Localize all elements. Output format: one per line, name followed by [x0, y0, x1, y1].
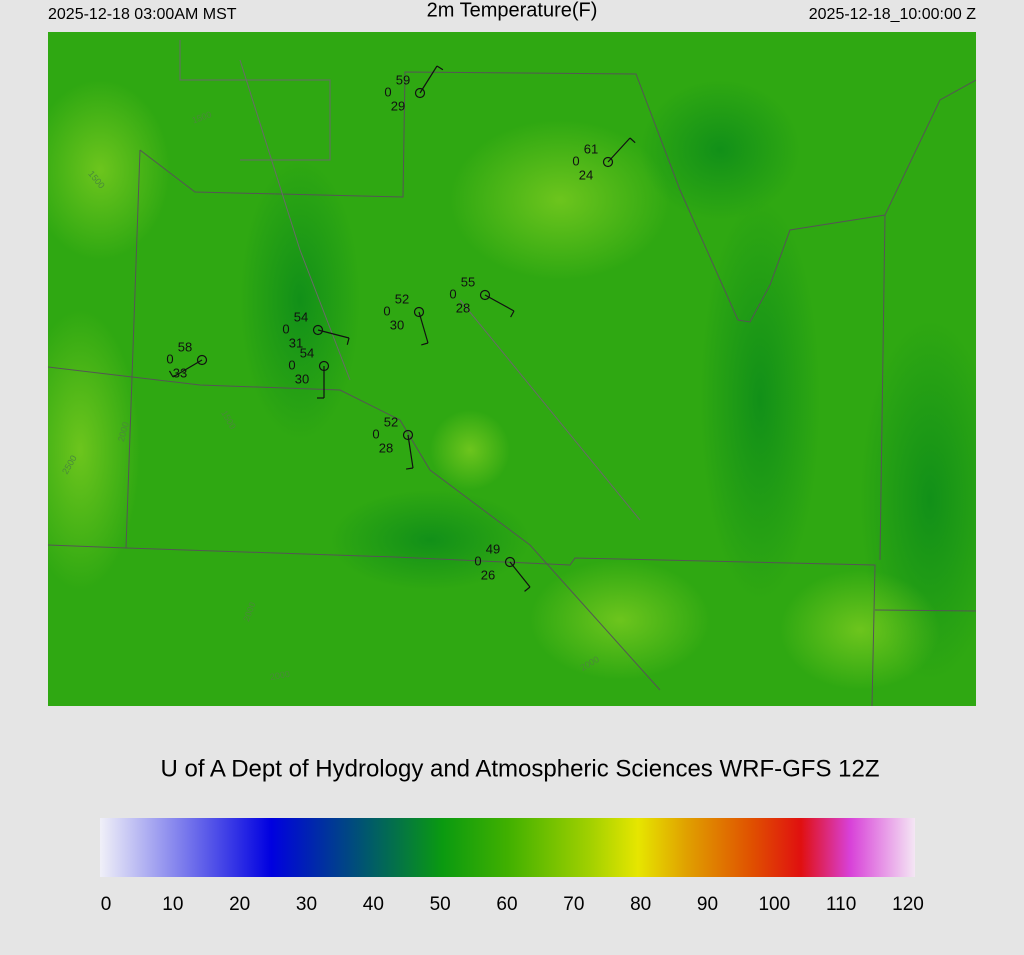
- barb-flag: [629, 137, 636, 144]
- dewpoint: 28: [456, 300, 470, 315]
- station-circle: [504, 556, 516, 568]
- wind-barb: [407, 434, 414, 469]
- colorbar-tick-label: 120: [892, 894, 924, 915]
- station-circle: [479, 289, 491, 301]
- colorbar-tick-label: 110: [826, 894, 856, 915]
- dewpoint: 30: [390, 317, 404, 332]
- dewpoint: 33: [173, 365, 187, 380]
- station-circle: [413, 306, 425, 318]
- colorbar-tick-label: 40: [363, 894, 384, 915]
- station-circle: [402, 429, 414, 441]
- barb-flag: [168, 370, 174, 378]
- credit: U of A Dept of Hydrology and Atmospheric…: [161, 755, 880, 782]
- pressure: 0: [166, 351, 173, 366]
- temperature: 52: [395, 291, 409, 306]
- dewpoint: 30: [295, 371, 309, 386]
- terrain-shading: [48, 80, 976, 690]
- temperature: 49: [486, 541, 500, 556]
- barb-flag: [524, 586, 531, 592]
- colorbar-tick-label: 60: [496, 894, 517, 915]
- colorbar-tick-label: 100: [758, 894, 790, 915]
- barb-flag: [510, 310, 515, 318]
- dewpoint: 26: [481, 567, 495, 582]
- station-circle: [602, 156, 614, 168]
- temperature: 59: [396, 72, 410, 87]
- wind-barb: [419, 65, 438, 94]
- temperature: 52: [384, 414, 398, 429]
- wind-barb: [509, 561, 531, 588]
- title: 2m Temperature(F): [427, 0, 598, 21]
- pressure: 0: [384, 84, 391, 99]
- pressure: 0: [572, 153, 579, 168]
- colorbar-tick-label: 30: [296, 894, 317, 915]
- colorbar: [100, 818, 915, 877]
- dewpoint: 31: [289, 335, 303, 350]
- station-circle: [318, 360, 330, 372]
- pressure: 0: [282, 321, 289, 336]
- wind-barb: [317, 329, 350, 339]
- station-plots: 5902961024550285203054031540305803352028…: [166, 65, 636, 592]
- dewpoint: 28: [379, 440, 393, 455]
- station-circle: [414, 87, 426, 99]
- boundaries: [48, 40, 976, 706]
- colorbar-tick-label: 50: [430, 894, 451, 915]
- utc-time: 2025-12-18_10:00:00 Z: [809, 6, 976, 23]
- wind-barb: [607, 137, 631, 163]
- contour-label: 2000: [269, 669, 290, 682]
- colorbar-tick-label: 0: [101, 894, 112, 915]
- temperature: 54: [294, 309, 308, 324]
- colorbar-tick-label: 20: [229, 894, 250, 915]
- barb-flag: [436, 65, 444, 71]
- station-circle: [196, 354, 208, 366]
- local-time: 2025-12-18 03:00AM MST: [48, 6, 237, 23]
- temperature: 61: [584, 141, 598, 156]
- temperature: 54: [300, 345, 314, 360]
- pressure: 0: [372, 426, 379, 441]
- colorbar-tick-label: 10: [162, 894, 183, 915]
- dewpoint: 29: [391, 98, 405, 113]
- temperature: 58: [178, 339, 192, 354]
- station-circle: [312, 324, 324, 336]
- colorbar-ticks: 0 10 20 30 40 50 60 70 80 90 100 110 120: [101, 894, 924, 915]
- colorbar-tick-label: 70: [563, 894, 584, 915]
- colorbar-tick-label: 90: [697, 894, 718, 915]
- temperature: 55: [461, 274, 475, 289]
- dewpoint: 24: [579, 167, 593, 182]
- wind-barb: [172, 359, 203, 378]
- barb-flag: [405, 467, 414, 470]
- colorbar-tick-label: 80: [630, 894, 651, 915]
- barb-flag: [346, 337, 350, 345]
- pressure: 0: [474, 553, 481, 568]
- pressure: 0: [383, 303, 390, 318]
- barb-flag: [421, 342, 429, 346]
- pressure: 0: [288, 357, 295, 372]
- wind-barb: [418, 311, 429, 344]
- pressure: 0: [449, 286, 456, 301]
- wind-barb: [484, 294, 515, 312]
